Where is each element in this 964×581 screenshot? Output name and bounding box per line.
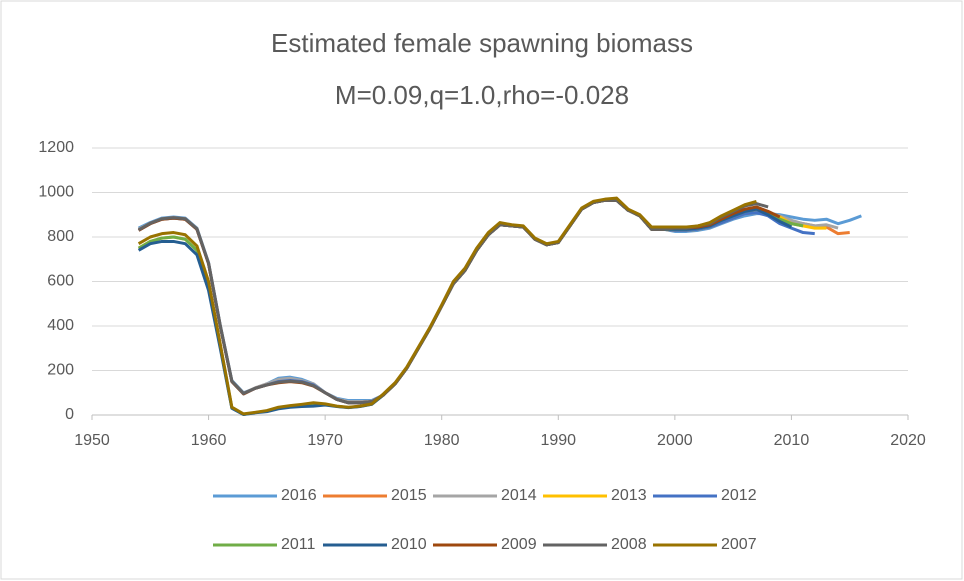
- legend-label: 2016: [281, 487, 317, 504]
- y-tick-label: 400: [47, 317, 74, 334]
- x-tick-label: 2000: [657, 432, 693, 449]
- x-tick-label: 1950: [74, 432, 110, 449]
- legend-label: 2014: [501, 487, 537, 504]
- legend-label: 2010: [391, 536, 427, 553]
- legend-label: 2008: [611, 536, 647, 553]
- legend-label: 2011: [281, 536, 316, 553]
- legend-label: 2009: [501, 536, 537, 553]
- y-tick-label: 1000: [38, 184, 74, 201]
- chart-title: Estimated female spawning biomass: [271, 28, 693, 58]
- legend-label: 2015: [391, 487, 427, 504]
- x-tick-label: 1960: [191, 432, 227, 449]
- x-tick-label: 2020: [890, 432, 926, 449]
- x-tick-label: 2010: [774, 432, 810, 449]
- legend-label: 2012: [721, 487, 757, 504]
- y-tick-label: 600: [47, 273, 74, 290]
- chart-subtitle: M=0.09,q=1.0,rho=-0.028: [335, 80, 629, 110]
- x-tick-label: 1980: [424, 432, 460, 449]
- x-tick-label: 1970: [307, 432, 343, 449]
- y-tick-label: 200: [47, 362, 74, 379]
- data-line: [137, 196, 757, 416]
- legend-label: 2007: [721, 536, 757, 553]
- y-tick-label: 0: [65, 406, 74, 423]
- x-tick-label: 1990: [540, 432, 576, 449]
- y-tick-label: 1200: [38, 139, 74, 156]
- y-tick-label: 800: [47, 228, 74, 245]
- legend-label: 2013: [611, 487, 647, 504]
